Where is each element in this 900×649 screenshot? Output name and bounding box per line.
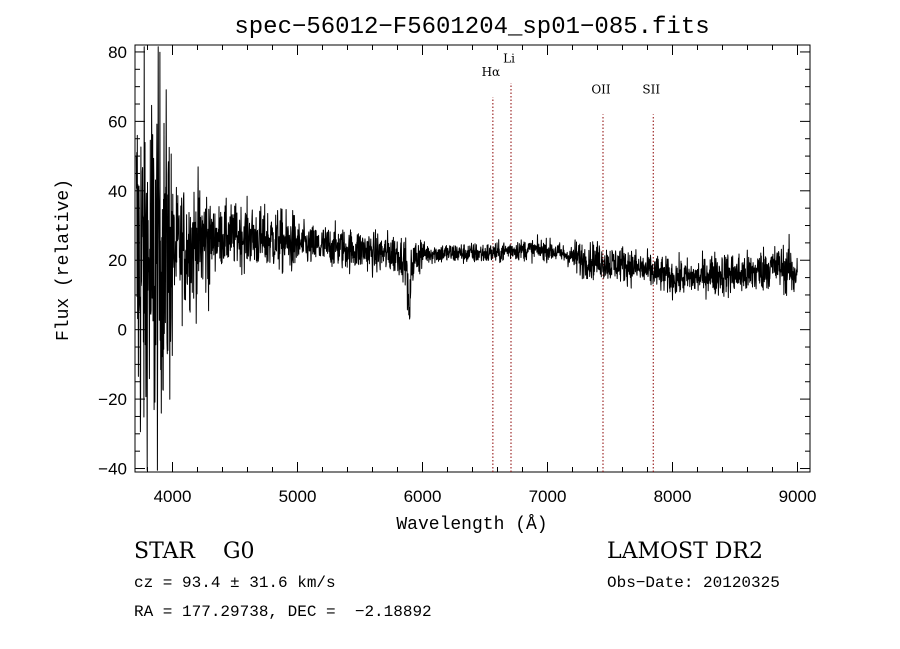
y-axis-label: Flux (relative)	[54, 179, 74, 341]
survey-label: LAMOST DR2	[607, 539, 763, 564]
y-tick-label-3: 20	[108, 251, 127, 270]
y-tick-label-2: 0	[118, 321, 127, 340]
observation-date: Obs−Date: 20120325	[607, 574, 780, 592]
x-tick-label-3: 7000	[529, 487, 567, 506]
y-tick-label-6: 80	[108, 43, 127, 62]
x-axis-label: Wavelength (Å)	[396, 514, 547, 535]
y-tick-label-0: −40	[98, 460, 127, 479]
x-tick-label-5: 9000	[779, 487, 817, 506]
spectral-line-label-0: Hα	[482, 65, 501, 79]
coordinates-readout: RA = 177.29738, DEC = −2.18892	[134, 603, 432, 621]
spectrum-series	[135, 46, 798, 471]
redshift-readout: cz = 93.4 ± 31.6 km/s	[134, 574, 336, 592]
chart-title: spec−56012−F5601204_sp01−085.fits	[234, 14, 709, 41]
object-type-label: STAR G0	[134, 539, 255, 564]
y-tick-label-4: 40	[108, 182, 127, 201]
x-tick-label-2: 6000	[404, 487, 442, 506]
x-axis: 4000 5000 6000 7000 8000 9000	[147, 45, 817, 506]
y-tick-label-5: 60	[108, 112, 127, 131]
spectral-line-label-2: OII	[591, 83, 611, 97]
x-tick-label-0: 4000	[154, 487, 192, 506]
y-axis: −40 −20 0 20 40 60 80	[98, 43, 810, 479]
y-tick-label-1: −20	[98, 390, 127, 409]
x-tick-label-4: 8000	[654, 487, 692, 506]
spectrum-line	[135, 46, 798, 471]
x-tick-label-1: 5000	[279, 487, 317, 506]
spectral-line-label-3: SII	[642, 83, 660, 97]
spectral-line-label-1: Li	[503, 51, 515, 65]
